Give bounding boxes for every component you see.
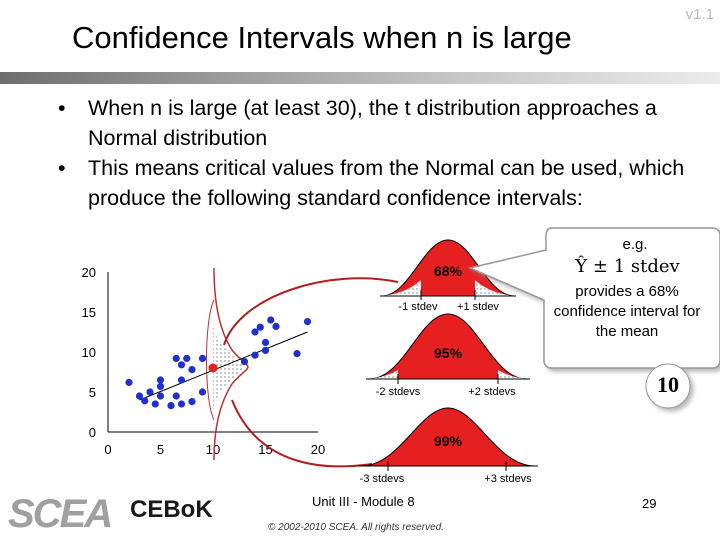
scatter-points [125, 316, 312, 410]
scatter-point [198, 354, 207, 362]
scatter-axes [107, 272, 318, 433]
scatter-point [167, 402, 175, 410]
y-tick-label: 10 [82, 345, 96, 360]
scatter-point [272, 322, 280, 330]
callout-label: e.g. [622, 236, 648, 253]
scatter-point [177, 376, 186, 384]
curve-95-percent: 95% [434, 345, 463, 361]
connector-arrow-bottom [231, 399, 373, 468]
callout-formula: Ŷ ± 1 stdev [575, 256, 680, 277]
scatter-point [156, 392, 165, 400]
curve-95-left-label: -2 stdevs [376, 386, 421, 398]
curve-99-left-label: -3 stdevs [360, 473, 405, 485]
curve-99-right-label: +3 stdevs [484, 473, 532, 485]
x-tick-label: 0 [104, 442, 111, 457]
scatter-point [141, 397, 149, 405]
scatter-point [177, 361, 186, 369]
bullet-text: This means critical values from the Norm… [88, 156, 685, 210]
x-tick-label: 10 [206, 442, 220, 457]
footer-module: Unit III - Module 8 [312, 494, 415, 509]
scatter-point [240, 358, 249, 366]
scatter-point [125, 378, 133, 386]
scatter-point [183, 354, 191, 362]
x-tick-label: 20 [311, 442, 325, 457]
scatter-point [172, 392, 180, 400]
curve-68-percent: 68% [434, 263, 463, 279]
y-tick-label: 5 [89, 385, 96, 400]
x-tick-label: 15 [258, 442, 272, 457]
page-title: Confidence Intervals when n is large [72, 20, 572, 55]
curve-99-fill [361, 407, 535, 467]
scatter-point [188, 398, 196, 406]
scatter-point [188, 366, 196, 374]
curve-99-percent: 99% [434, 433, 463, 449]
badge-number: 10 [657, 372, 679, 397]
scatter-point [151, 400, 159, 408]
y-tick-label: 20 [82, 265, 96, 280]
connector-arrow-top [223, 277, 399, 346]
y-tick-label: 0 [89, 425, 96, 440]
normal-curve-99: 99% -3 stdevs +3 stdevs [358, 407, 538, 485]
curve-68-tail-right [475, 280, 516, 296]
curve-68-fill [381, 239, 515, 297]
callout-box [467, 227, 720, 369]
bullet-item: • When n is large (at least 30), the t d… [58, 93, 698, 153]
normal-curve-95: 95% -2 stdevs +2 stdevs [366, 313, 530, 398]
bullet-text: When n is large (at least 30), the t dis… [88, 96, 657, 150]
scatter-point [267, 316, 275, 324]
scatter-point [303, 318, 312, 326]
x-tick-label: 5 [157, 442, 164, 457]
curve-68-right-label: +1 stdev [457, 301, 499, 313]
page-number: 29 [642, 496, 657, 511]
scatter-point [256, 323, 264, 331]
chart-side-curve-shade [213, 322, 245, 412]
curve-68-tail-left [380, 280, 421, 296]
scatter-point [135, 392, 144, 400]
title-divider [0, 72, 720, 84]
scatter-point [198, 388, 207, 396]
callout-text: provides a 68% confidence interval for t… [553, 283, 701, 340]
scatter-point [261, 338, 270, 346]
version-label: v1.1 [685, 6, 714, 23]
chart-side-curve [213, 267, 249, 461]
normal-curve-68: 68% -1 stdev +1 stdev [380, 239, 516, 313]
scatter-point [172, 354, 180, 362]
scatter-point [146, 388, 154, 396]
curve-95-tail-right [498, 370, 530, 379]
scatter-ticks: 0 5 10 15 20 0 5 10 15 20 [82, 265, 326, 457]
scatter-point [293, 350, 301, 358]
highlight-point [208, 363, 218, 373]
trend-line [139, 331, 308, 401]
cebok-logo: CEBoK [130, 496, 213, 523]
scatter-point [156, 382, 165, 390]
scea-logo: SCEA [8, 492, 113, 536]
scatter-point [177, 400, 186, 408]
curve-95-right-label: +2 stdevs [468, 386, 516, 398]
bullet-marker: • [58, 156, 66, 180]
curve-68-left-label: -1 stdev [398, 301, 438, 313]
scatter-point [156, 376, 165, 384]
bullet-marker: • [58, 96, 66, 120]
scatter-point [251, 328, 259, 336]
bullet-item: • This means critical values from the No… [58, 153, 698, 213]
footer-copyright: © 2002-2010 SCEA. All rights reserved. [268, 522, 444, 533]
slide-badge [645, 363, 691, 409]
curve-95-tail-left [366, 370, 398, 379]
y-tick-label: 15 [82, 305, 96, 320]
scatter-point [251, 351, 259, 359]
chart-side-curve-left [206, 299, 215, 421]
scatter-point [261, 346, 270, 354]
curve-95-fill [369, 313, 527, 380]
